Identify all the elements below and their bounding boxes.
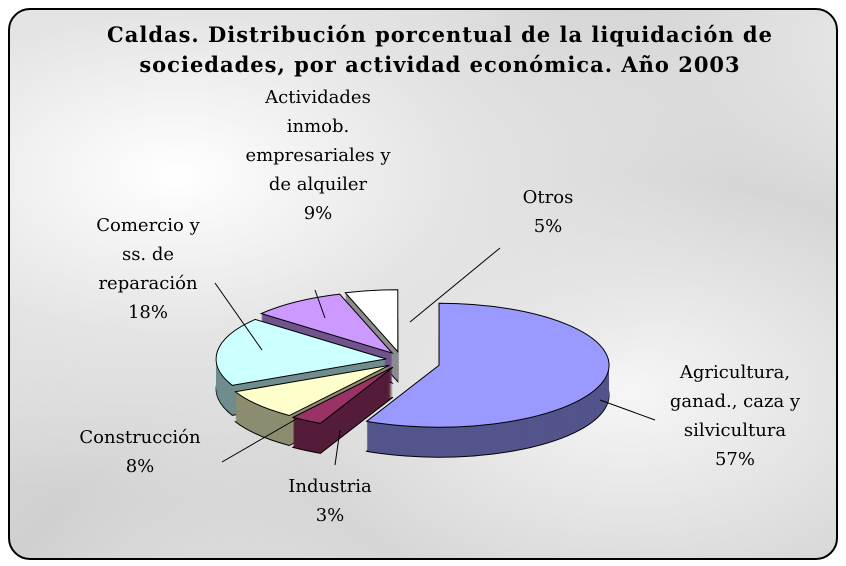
slice-group bbox=[291, 366, 394, 454]
value-label: 9% bbox=[303, 203, 333, 224]
data-label: Otros 5% bbox=[498, 183, 598, 241]
leader-line bbox=[214, 282, 263, 351]
category-label: Comercio y ss. de reparación bbox=[96, 215, 200, 294]
category-label: Otros bbox=[522, 187, 574, 208]
leader-line bbox=[221, 417, 299, 463]
slice bbox=[259, 293, 394, 355]
category-label: Industria bbox=[288, 476, 372, 497]
leader-line bbox=[599, 399, 656, 421]
value-label: 3% bbox=[315, 505, 345, 526]
leader-line bbox=[409, 247, 501, 323]
data-label: Agricultura, ganad., caza y silvicultura… bbox=[653, 358, 818, 474]
data-label: Actividades inmob. empresariales y de al… bbox=[236, 83, 401, 228]
slice-group bbox=[365, 302, 610, 458]
value-label: 8% bbox=[125, 456, 155, 477]
value-label: 5% bbox=[533, 216, 563, 237]
slice bbox=[365, 302, 610, 428]
data-label: Comercio y ss. de reparación 18% bbox=[86, 211, 211, 327]
value-label: 57% bbox=[714, 449, 755, 470]
leader-line bbox=[314, 289, 326, 319]
leader-lines bbox=[214, 247, 656, 466]
category-label: Agricultura, ganad., caza y silvicultura bbox=[669, 362, 801, 441]
slice bbox=[234, 364, 390, 417]
leader-line bbox=[334, 429, 341, 466]
slice bbox=[291, 366, 394, 424]
category-label: Construcción bbox=[79, 427, 201, 448]
slice bbox=[344, 289, 399, 354]
chart-background bbox=[8, 8, 838, 560]
category-label: Actividades inmob. empresariales y de al… bbox=[245, 87, 391, 195]
chart-title: Caldas. Distribución porcentual de la li… bbox=[107, 22, 773, 77]
data-label: Construcción 8% bbox=[60, 423, 220, 481]
value-label: 18% bbox=[127, 302, 168, 323]
data-label: Industria 3% bbox=[255, 472, 405, 530]
